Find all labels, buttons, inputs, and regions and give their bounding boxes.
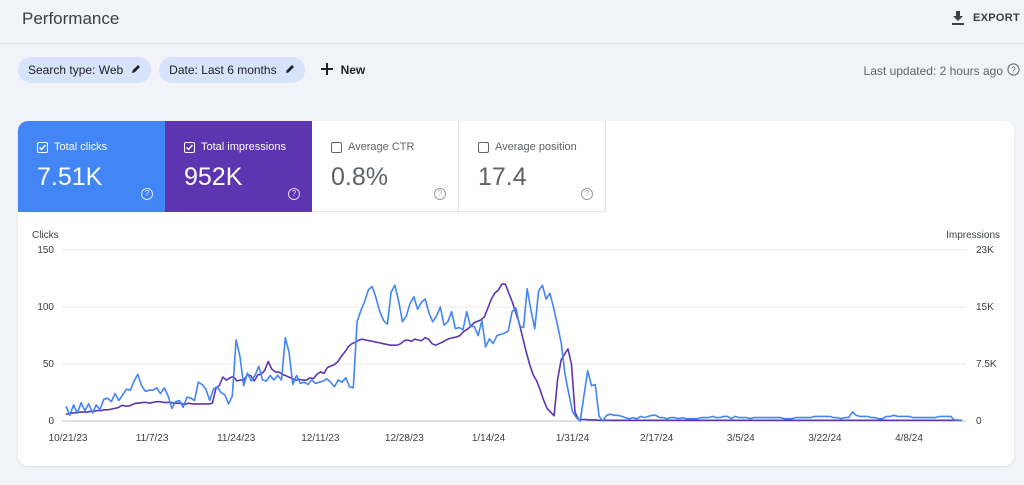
metric-tiles: Total clicks 7.51K ? Total impressions 9… [18,121,606,212]
metric-label: Average position [495,141,577,153]
x-tick-label: 4/8/24 [895,433,923,444]
help-icon[interactable]: ? [288,188,300,200]
svg-text:?: ? [1011,65,1016,74]
export-button[interactable]: EXPORT [951,8,1020,28]
right-tick-label: 15K [976,302,994,313]
chart-canvas: Clicks Impressions 150 23K 100 15K 50 7.5K 0 0 1… [32,230,1000,444]
filter-bar: Search type: Web Date: Last 6 months New [18,57,365,83]
metric-tile-average-ctr[interactable]: Average CTR 0.8% ? [312,121,459,212]
search-type-label: Search type: Web [28,63,124,77]
x-tick-label: 3/5/24 [727,433,755,444]
x-tick-label: 12/28/23 [385,433,424,444]
x-tick-label: 12/11/23 [301,433,340,444]
new-filter-button[interactable]: New [320,62,366,78]
page-header: Performance EXPORT [0,0,1024,44]
left-tick-label: 150 [37,245,54,256]
x-tick-label: 11/7/23 [136,433,169,444]
metric-value: 952K [184,163,243,191]
left-axis-label: Clicks [32,230,59,241]
performance-chart: Clicks Impressions 150 23K 100 15K 50 7.5K 0 0 1… [18,212,1014,466]
help-icon[interactable]: ? [1007,63,1020,79]
last-updated: Last updated: 2 hours ago ? [864,63,1020,79]
download-icon [951,11,964,25]
performance-card: Total clicks 7.51K ? Total impressions 9… [18,121,1014,466]
right-tick-label: 23K [976,245,994,256]
x-tick-label: 11/24/23 [217,433,256,444]
help-icon[interactable]: ? [434,188,446,200]
last-updated-text: Last updated: 2 hours ago [863,64,1003,78]
page-title: Performance [22,9,120,28]
metric-value: 7.51K [37,163,103,191]
plus-icon [320,62,333,78]
x-tick-label: 3/22/24 [808,433,842,444]
x-tick-label: 10/21/23 [49,433,88,444]
right-axis-label: Impressions [946,230,1000,241]
metric-tile-total-clicks[interactable]: Total clicks 7.51K ? [18,121,165,212]
x-tick-label: 1/14/24 [472,433,506,444]
metric-label: Average CTR [348,141,415,153]
checkbox-unchecked-icon[interactable] [478,141,489,153]
checkbox-checked-icon[interactable] [184,141,195,153]
clicks-series-line [65,284,963,422]
right-tick-label: 7.5K [976,359,997,370]
pencil-icon [131,63,141,77]
search-type-chip[interactable]: Search type: Web [18,57,152,83]
metric-value: 0.8% [331,163,388,191]
help-icon[interactable]: ? [141,188,153,200]
x-tick-label: 1/31/24 [556,433,590,444]
left-tick-label: 100 [37,302,54,313]
right-tick-label: 0 [976,416,982,427]
date-label: Date: Last 6 months [169,63,277,77]
x-tick-label: 2/17/24 [640,433,674,444]
pencil-icon [285,63,295,77]
new-filter-label: New [340,63,366,77]
left-tick-label: 0 [48,416,54,427]
metric-value: 17.4 [478,163,527,191]
metric-tile-average-position[interactable]: Average position 17.4 ? [459,121,606,212]
checkbox-unchecked-icon[interactable] [331,141,342,153]
help-icon[interactable]: ? [581,188,593,200]
metric-label: Total clicks [54,141,108,153]
export-label: EXPORT [972,12,1020,24]
impressions-series-line [65,283,962,422]
checkbox-checked-icon[interactable] [37,141,48,153]
left-tick-label: 50 [43,359,55,370]
metric-tile-total-impressions[interactable]: Total impressions 952K ? [165,121,312,212]
date-chip[interactable]: Date: Last 6 months [159,57,305,83]
metric-label: Total impressions [201,141,286,153]
